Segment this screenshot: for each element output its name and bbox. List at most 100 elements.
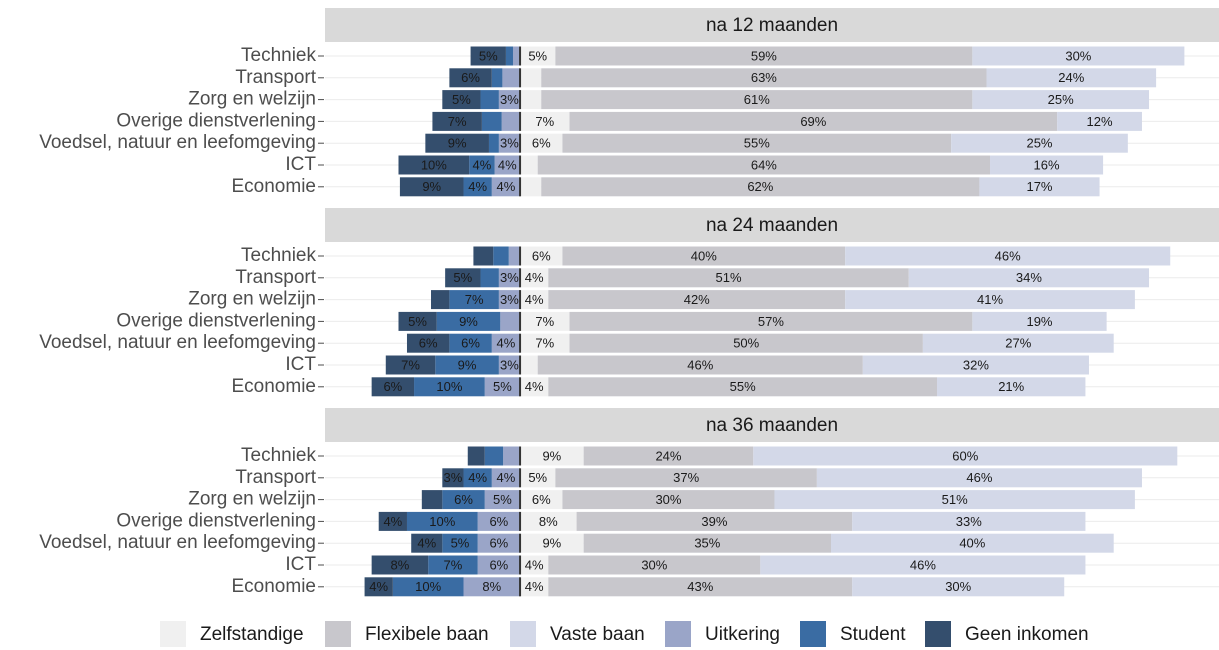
value-label: 3% — [444, 470, 463, 485]
zero-marker — [519, 333, 522, 353]
value-label: 6% — [461, 336, 480, 351]
bar-segment — [463, 577, 521, 597]
value-label: 30% — [655, 492, 681, 507]
value-label: 25% — [1026, 136, 1052, 151]
value-label: 33% — [956, 514, 982, 529]
category-label: Techniek — [241, 45, 316, 66]
value-label: 10% — [421, 157, 447, 172]
bar-segment — [469, 155, 495, 175]
value-label: 7% — [465, 292, 484, 307]
zero-marker — [519, 468, 522, 488]
category-label: Overige dienstverlening — [116, 110, 316, 131]
bar-segment — [520, 68, 542, 88]
bar-segment — [541, 68, 987, 88]
bar-segment — [520, 177, 542, 197]
category-label: ICT — [285, 354, 316, 375]
bar-segment — [951, 133, 1128, 153]
bar-segment — [520, 446, 584, 466]
category-label: Voedsel, natuur en leefomgeving — [39, 332, 316, 353]
value-label: 9% — [459, 314, 478, 329]
bar-segment — [449, 333, 492, 353]
bar-segment — [445, 268, 481, 288]
bar-segment — [548, 577, 853, 597]
bar-segment — [406, 511, 478, 531]
bar-segment — [816, 468, 1142, 488]
bar-segment — [520, 468, 556, 488]
bar-segment — [480, 90, 499, 110]
value-label: 30% — [945, 579, 971, 594]
value-label: 7% — [535, 114, 554, 129]
value-label: 39% — [701, 514, 727, 529]
bar-segment — [562, 133, 952, 153]
bar-segment — [520, 111, 570, 131]
value-label: 42% — [684, 292, 710, 307]
value-label: 6% — [489, 514, 508, 529]
value-label: 40% — [691, 248, 717, 263]
bar-segment — [520, 511, 577, 531]
value-label: 60% — [952, 448, 978, 463]
value-label: 7% — [401, 357, 420, 372]
value-label: 24% — [655, 448, 681, 463]
category-label: Voedsel, natuur en leefomgeving — [39, 132, 316, 153]
value-label: 7% — [535, 314, 554, 329]
category-label: Overige dienstverlening — [116, 510, 316, 531]
value-label: 21% — [998, 379, 1024, 394]
value-label: 4% — [383, 514, 402, 529]
value-label: 4% — [497, 336, 516, 351]
value-label: 9% — [542, 536, 561, 551]
category-label: Techniek — [241, 445, 316, 466]
zero-marker — [519, 377, 522, 397]
category-label: Overige dienstverlening — [116, 310, 316, 331]
value-label: 4% — [472, 157, 491, 172]
value-label: 46% — [995, 248, 1021, 263]
value-label: 12% — [1087, 114, 1113, 129]
bar-segment — [541, 90, 973, 110]
zero-marker — [519, 355, 522, 375]
bar-segment — [477, 555, 521, 575]
bar-segment — [583, 446, 754, 466]
value-label: 62% — [747, 179, 773, 194]
legend-label: Uitkering — [705, 624, 780, 645]
bar-segment — [774, 490, 1135, 510]
bar-segment — [972, 90, 1150, 110]
bar-segment — [442, 90, 481, 110]
bar-segment — [520, 133, 563, 153]
bar-segment — [503, 446, 521, 466]
bar-segment — [562, 246, 846, 266]
value-label: 25% — [1048, 92, 1074, 107]
value-label: 4% — [369, 579, 388, 594]
bar-segment — [753, 446, 1178, 466]
bar-segment — [520, 355, 538, 375]
bar-segment — [937, 377, 1086, 397]
value-label: 9% — [422, 179, 441, 194]
bar-segment — [442, 533, 478, 553]
legend-key — [800, 621, 826, 647]
value-label: 6% — [489, 536, 508, 551]
bar-segment — [852, 577, 1065, 597]
value-label: 10% — [415, 579, 441, 594]
value-label: 59% — [751, 48, 777, 63]
bar-segment — [491, 333, 521, 353]
zero-marker — [519, 490, 522, 510]
bar-segment — [491, 177, 521, 197]
value-label: 35% — [694, 536, 720, 551]
bar-segment — [520, 577, 549, 597]
bar-segment — [364, 577, 393, 597]
bar-segment — [986, 68, 1157, 88]
bar-segment — [520, 555, 549, 575]
panel-title: na 12 maanden — [706, 15, 838, 36]
bar-segment — [569, 311, 973, 331]
bar-segment — [431, 290, 450, 310]
bar-segment — [425, 133, 489, 153]
value-label: 4% — [468, 179, 487, 194]
value-label: 4% — [525, 270, 544, 285]
value-label: 30% — [1065, 48, 1091, 63]
category-label: Zorg en welzijn — [188, 489, 316, 510]
bar-segment — [488, 133, 499, 153]
bar-segment — [428, 555, 478, 575]
bar-segment — [484, 446, 504, 466]
value-label: 40% — [959, 536, 985, 551]
zero-marker — [519, 533, 522, 553]
bar-segment — [520, 155, 538, 175]
value-label: 55% — [744, 136, 770, 151]
